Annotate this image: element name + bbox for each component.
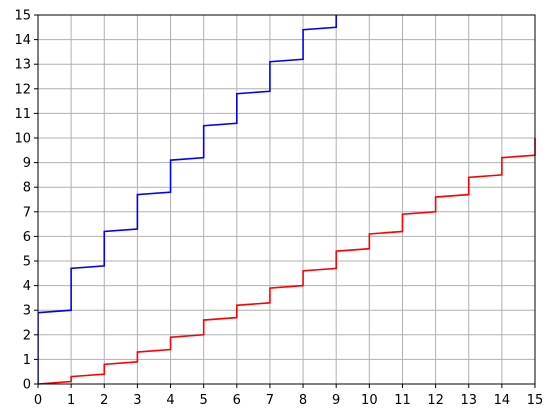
y-tick-label: 14: [14, 33, 31, 48]
x-tick-label: 7: [266, 393, 274, 408]
x-tick-label: 13: [460, 393, 477, 408]
x-tick-label: 15: [527, 393, 544, 408]
x-tick-label: 12: [427, 393, 444, 408]
x-tick-label: 8: [299, 393, 307, 408]
series-line-2: [38, 138, 536, 385]
y-tick-label: 10: [14, 132, 31, 147]
x-tick-label: 5: [200, 393, 208, 408]
y-tick-label: 12: [14, 82, 31, 97]
y-tick-label: 15: [14, 9, 31, 24]
y-tick-label: 8: [23, 181, 31, 196]
x-tick-label: 11: [394, 393, 411, 408]
y-tick-label: 5: [23, 255, 31, 270]
series-line-1: [38, 15, 338, 384]
y-tick-label: 9: [23, 156, 31, 171]
y-tick-label: 6: [23, 230, 31, 245]
y-tick-label: 13: [14, 58, 31, 73]
x-tick-label: 14: [494, 393, 511, 408]
x-tick-label: 0: [34, 393, 42, 408]
grid: [37, 14, 536, 385]
y-tick-label: 1: [23, 353, 31, 368]
x-tick-label: 10: [361, 393, 378, 408]
plot-frame: [37, 14, 536, 385]
y-tick-label: 0: [23, 378, 31, 393]
x-tick-label: 4: [166, 393, 174, 408]
x-tick-label: 2: [100, 393, 108, 408]
y-tick-label: 7: [23, 205, 31, 220]
x-tick-label: 6: [233, 393, 241, 408]
x-tick-label: 9: [332, 393, 340, 408]
y-tick-label: 3: [23, 304, 31, 319]
x-tick-label: 3: [133, 393, 141, 408]
y-tick-label: 4: [23, 279, 31, 294]
y-tick-label: 11: [14, 107, 31, 122]
axis-ticks: 0 1 2 3 4 5 6 7 8 9 10 11 12 13 14 15012345678910111213…: [14, 9, 543, 409]
series-layer: [38, 15, 536, 385]
x-tick-label: 1: [67, 393, 75, 408]
y-tick-label: 2: [23, 328, 31, 343]
